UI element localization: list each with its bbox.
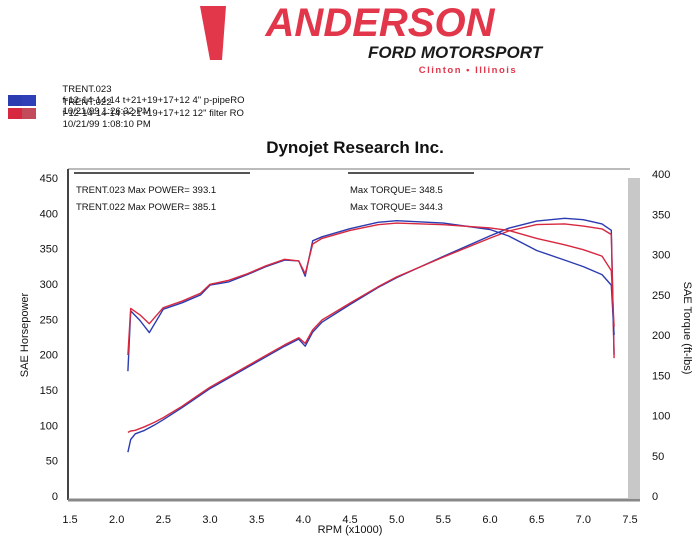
y-tick-label-5: 250: [40, 314, 58, 326]
y2-tick-label-8: 400: [652, 169, 670, 181]
x-tick-label-11: 7.0: [576, 514, 591, 526]
x-tick-label-9: 6.0: [482, 514, 497, 526]
logo-location-text: Clinton • Illinois: [419, 65, 517, 76]
logo-main-text: ANDERSON: [265, 1, 496, 45]
y2-tick-label-2: 100: [652, 411, 670, 423]
y2-tick-label-7: 350: [652, 209, 670, 221]
right-axis-band: [628, 178, 640, 498]
run-swatch-blue-2: [22, 94, 36, 106]
y-tick-label-1: 50: [46, 456, 58, 468]
max-torque-023: Max TORQUE= 348.5: [350, 185, 443, 196]
y2-tick-label-5: 250: [652, 290, 670, 302]
y-axis-label: SAE Horsepower: [19, 292, 31, 377]
y2-ticks: 0 50 100 150 200 250 300 350 400: [652, 169, 670, 503]
run-swatch-red: [8, 107, 22, 119]
y-tick-label-0: 0: [52, 491, 58, 503]
y-tick-label-3: 150: [40, 385, 58, 397]
max-power-023: TRENT.023 Max POWER= 393.1: [76, 185, 216, 196]
run-desc: f-12-14-14-14 t+21+19+17+12 12" filter R…: [62, 107, 244, 119]
x-tick-label-10: 6.5: [529, 514, 544, 526]
x-tick-label-1: 2.0: [109, 514, 124, 526]
logo-sub-text: FORD MOTORSPORT: [368, 43, 544, 62]
run-datetime: 10/21/99 1:08:10 PM: [62, 118, 151, 130]
y-ticks: 0 50 100 150 200 250 300 350 400 450: [40, 173, 58, 503]
x-axis-label: RPM (x1000): [318, 524, 383, 536]
x-tick-label-7: 5.0: [389, 514, 404, 526]
series-line-trent-022-horsepower: [127, 223, 615, 434]
x-tick-label-12: 7.5: [622, 514, 637, 526]
y2-tick-label-1: 50: [652, 451, 664, 463]
series-lines: [127, 217, 615, 453]
run-legend-1: TRENT.023 f-12-14-14-14 t+21+19+17+12 4"…: [8, 84, 245, 117]
x-ticks: 1.5 2.0 2.5 3.0 3.5 4.0 4.5 5.0 5.5 6.0 6.5 7.0 7.5: [62, 514, 637, 526]
max-torque-022: Max TORQUE= 344.3: [350, 202, 443, 213]
y2-tick-label-4: 200: [652, 330, 670, 342]
run-swatch-red-2: [22, 107, 36, 119]
max-power-022: TRENT.022 Max POWER= 385.1: [76, 202, 216, 213]
y2-axis-label: SAE Torque (ft-lbs): [681, 282, 693, 375]
x-tick-label-4: 3.5: [249, 514, 264, 526]
y2-tick-label-3: 150: [652, 370, 670, 382]
series-line-trent-022-torque: [127, 222, 615, 356]
run-name: TRENT.023: [62, 83, 112, 95]
y-tick-label-7: 350: [40, 244, 58, 256]
x-tick-label-2: 2.5: [156, 514, 171, 526]
run-desc: f-12-14-14-14 t+21+19+17+12 4" p-pipeRO: [62, 94, 245, 106]
y2-tick-label-0: 0: [652, 491, 658, 503]
y-tick-label-4: 200: [40, 350, 58, 362]
x-tick-label-0: 1.5: [62, 514, 77, 526]
anderson-logo: ANDERSON FORD MOTORSPORT Clinton • Illin…: [188, 1, 570, 76]
run-swatch-blue: [8, 94, 22, 106]
chart-title: Dynojet Research Inc.: [266, 138, 444, 157]
x-tick-label-5: 4.0: [296, 514, 311, 526]
run-legend-2: TRENT.022 f-12-14-14-14 t+21+19+17+12 12…: [8, 97, 244, 130]
x-tick-label-8: 5.5: [436, 514, 451, 526]
y-tick-label-8: 400: [40, 208, 58, 220]
series-line-trent-023-horsepower: [127, 217, 615, 453]
y-tick-label-2: 100: [40, 420, 58, 432]
x-tick-label-6: 4.5: [342, 514, 357, 526]
run-name: TRENT.022: [62, 96, 112, 108]
run-datetime: 10/21/99 1:26:32 PM: [62, 105, 151, 117]
y2-tick-label-6: 300: [652, 250, 670, 262]
y-tick-label-6: 300: [40, 279, 58, 291]
series-line-trent-023-torque: [127, 219, 615, 372]
y-tick-label-9: 450: [40, 173, 58, 185]
x-tick-label-3: 3.0: [202, 514, 217, 526]
